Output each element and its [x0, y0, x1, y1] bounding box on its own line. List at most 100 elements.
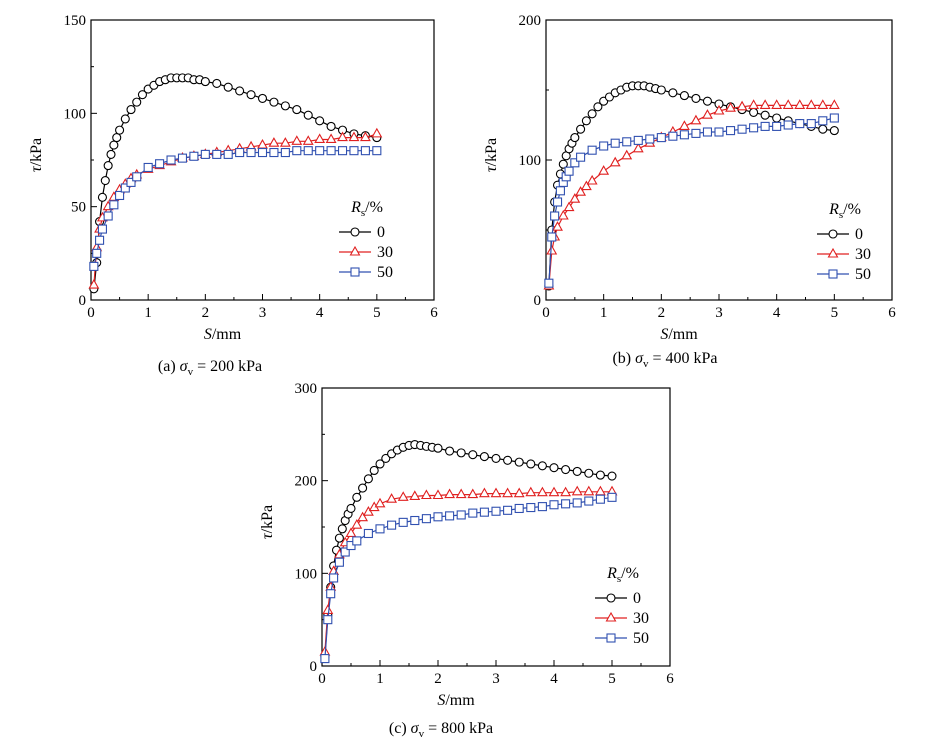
- legend-marker: [350, 267, 360, 277]
- x-tick-label: 2: [434, 671, 442, 687]
- data-point-50: [280, 147, 290, 158]
- data-point-0: [132, 97, 142, 107]
- legend-title-unit: /%: [843, 201, 861, 218]
- data-point-50: [109, 200, 119, 210]
- data-point-30: [348, 131, 360, 142]
- legend-label: 50: [855, 266, 871, 283]
- plot-frame: [545, 19, 893, 301]
- x-tick-label: 6: [430, 305, 438, 321]
- data-point-50: [89, 261, 99, 271]
- data-point-50: [749, 123, 759, 133]
- y-tick-label: 50: [71, 200, 86, 216]
- data-point-50: [246, 147, 256, 158]
- series-line-50: [324, 496, 613, 659]
- data-point-0: [549, 463, 559, 473]
- x-tick-label: 1: [144, 305, 152, 321]
- legend-label: 30: [377, 244, 393, 261]
- chart-panel-2: 0 1 2 3 4 5 6 0 100 200 S/mm τ/kPa (b) σv = 400 kPa R…: [483, 13, 896, 370]
- data-point-30: [397, 491, 409, 501]
- data-point-30: [362, 506, 374, 516]
- data-point-0: [572, 466, 582, 476]
- data-point-0: [526, 459, 536, 469]
- x-axis-label: S/mm: [437, 692, 475, 709]
- y-axis-label-symbol: τ: [483, 165, 500, 172]
- y-axis-label: τ/kPa: [483, 138, 500, 172]
- x-tick-label: 1: [600, 305, 608, 321]
- legend-entry-30: 30: [339, 244, 393, 261]
- data-point-50: [514, 503, 524, 514]
- data-point-50: [132, 172, 142, 182]
- data-point-30: [552, 221, 563, 231]
- data-point-50: [315, 146, 325, 156]
- legend-marker: [349, 245, 361, 256]
- caption-subscript: v: [643, 358, 649, 370]
- data-point-30: [371, 127, 383, 138]
- data-point-0: [456, 448, 466, 458]
- data-point-30: [678, 120, 690, 130]
- data-point-30: [386, 493, 398, 503]
- caption-subscript: v: [188, 366, 194, 378]
- y-axis-label: τ/kPa: [28, 138, 45, 172]
- data-point-50: [303, 146, 313, 156]
- data-point-0: [584, 468, 594, 478]
- data-point-50: [212, 149, 222, 159]
- caption-symbol: σ: [635, 350, 644, 367]
- data-point-50: [445, 511, 455, 521]
- data-point-0: [352, 492, 362, 502]
- data-point-50: [668, 131, 678, 141]
- data-point-50: [456, 510, 466, 520]
- data-point-50: [818, 116, 828, 126]
- data-point-0: [115, 125, 125, 135]
- x-tick-label: 6: [888, 305, 896, 321]
- data-point-0: [280, 101, 290, 111]
- data-point-0: [375, 459, 385, 469]
- data-point-30: [805, 99, 817, 109]
- x-tick-label: 4: [550, 671, 558, 687]
- legend-marker: [606, 633, 616, 643]
- data-point-30: [632, 142, 644, 153]
- legend-title: Rs/%: [350, 199, 383, 219]
- data-point-30: [455, 488, 467, 499]
- data-point-0: [576, 124, 586, 134]
- data-point-0: [257, 93, 268, 103]
- data-point-30: [325, 133, 337, 144]
- data-point-0: [433, 443, 443, 453]
- data-point-50: [526, 502, 536, 513]
- data-point-50: [772, 121, 782, 131]
- series-line-50: [548, 117, 835, 284]
- data-point-50: [737, 124, 747, 134]
- caption-suffix: = 400 kPa: [649, 350, 718, 367]
- y-tick-label: 100: [64, 106, 87, 122]
- data-point-50: [200, 149, 210, 159]
- x-tick-label: 6: [666, 671, 674, 687]
- legend-entry-0: 0: [595, 590, 641, 607]
- data-point-50: [155, 159, 165, 169]
- x-axis-label-unit: /mm: [668, 326, 698, 343]
- data-point-50: [360, 146, 370, 156]
- data-point-30: [702, 109, 713, 119]
- series-50: [320, 492, 617, 664]
- data-point-50: [375, 524, 385, 534]
- data-point-50: [468, 508, 478, 518]
- data-point-30: [571, 485, 583, 496]
- data-point-50: [760, 121, 770, 131]
- data-point-0: [363, 474, 373, 484]
- data-point-30: [409, 490, 421, 500]
- data-point-50: [115, 190, 125, 201]
- x-tick-label: 4: [316, 305, 324, 321]
- data-point-50: [421, 514, 431, 524]
- data-point-0: [537, 461, 547, 471]
- x-tick-label: 3: [715, 305, 723, 321]
- data-point-50: [126, 177, 136, 187]
- data-point-30: [794, 99, 806, 109]
- data-point-50: [349, 146, 359, 156]
- y-tick-label: 150: [64, 13, 87, 29]
- data-point-30: [546, 244, 558, 255]
- x-tick-label: 5: [373, 305, 381, 321]
- data-point-0: [760, 110, 770, 120]
- data-point-0: [749, 107, 759, 117]
- legend-title-subscript: s: [839, 209, 843, 221]
- data-point-50: [433, 512, 443, 522]
- y-tick-label: 200: [295, 474, 318, 490]
- legend-title-symbol: R: [350, 199, 361, 216]
